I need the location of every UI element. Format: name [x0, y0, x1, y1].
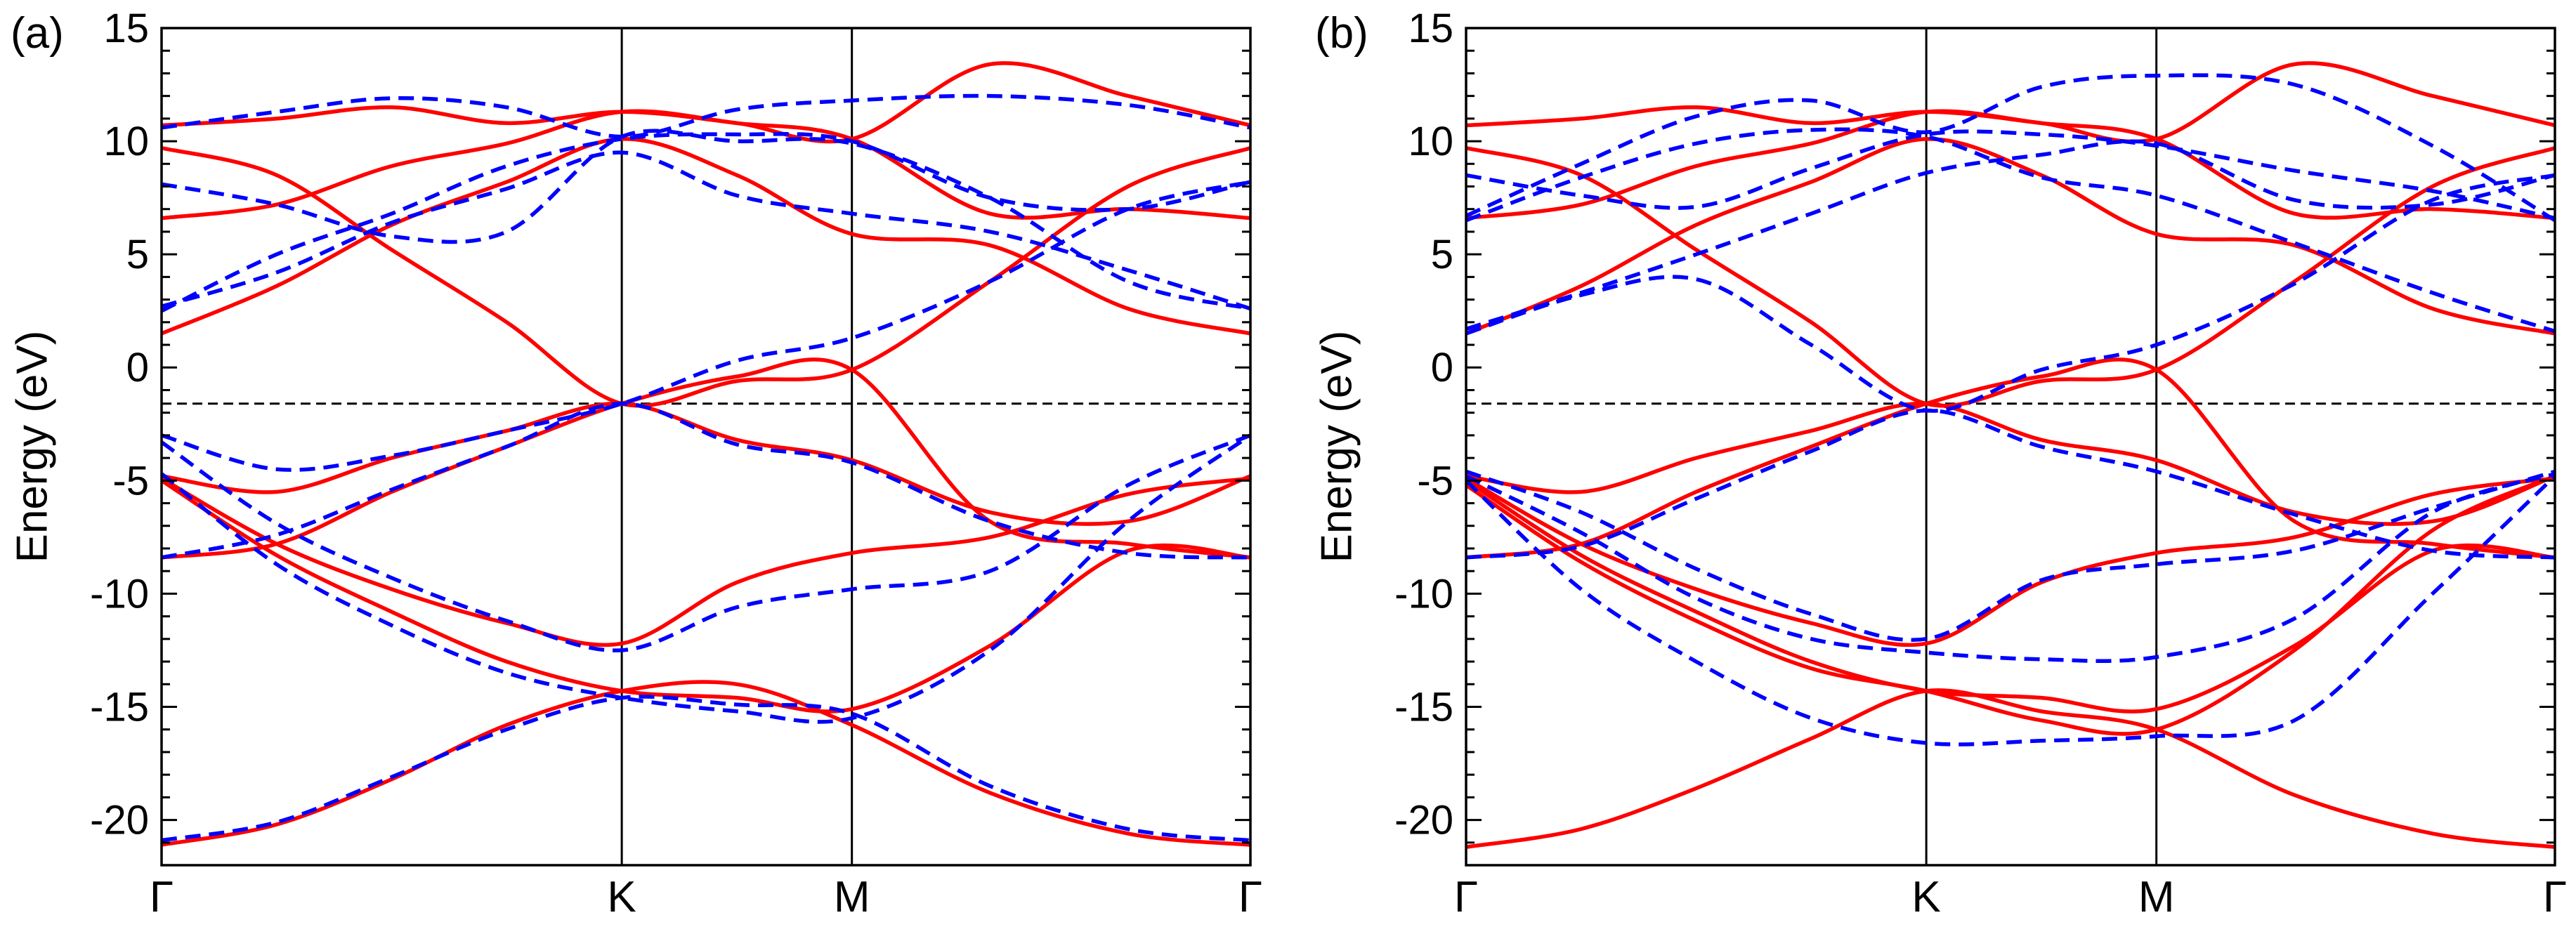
dashed-band-1: [162, 93, 1250, 139]
y-tick-label: 10: [1408, 119, 1453, 164]
y-tick-label: 15: [103, 6, 149, 51]
band-lines: [162, 61, 1250, 847]
solid-band-2: [162, 145, 1250, 408]
dashed-band-6: [1466, 469, 2555, 643]
y-axis-title: Energy (eV): [8, 331, 56, 563]
dashed-band-4: [1466, 139, 2555, 331]
dashed-band-9: [162, 695, 1250, 843]
dashed-band-8: [162, 433, 1250, 724]
kpoint-label-γ: Γ: [1238, 873, 1262, 921]
solid-band-9: [162, 680, 1250, 847]
dashed-band-5: [1466, 173, 2555, 413]
dashed-band-3: [162, 150, 1250, 311]
kpoint-label-γ: Γ: [150, 873, 174, 921]
dashed-band-5: [162, 180, 1250, 472]
dashed-band-9: [1466, 474, 2555, 747]
y-tick-label: -15: [1394, 684, 1453, 730]
solid-band-3: [162, 109, 1250, 221]
dashed-band-3: [1466, 127, 2555, 334]
kpoint-label-k: K: [1911, 873, 1940, 921]
y-tick-label: -10: [90, 571, 149, 617]
y-tick-label: -20: [1394, 798, 1453, 843]
dashed-band-2: [162, 129, 1250, 311]
y-tick-label: 0: [1431, 345, 1453, 390]
solid-band-3: [1466, 109, 2555, 221]
solid-band-2: [1466, 145, 2555, 408]
solid-band-8: [162, 478, 1250, 714]
solid-band-1: [1466, 61, 2555, 144]
solid-band-9: [1466, 474, 2555, 736]
solid-band-5: [1466, 402, 2555, 526]
y-tick-label: 0: [126, 345, 149, 390]
band-lines: [1466, 61, 2555, 849]
y-tick-label: 15: [1408, 6, 1453, 51]
solid-band-6: [162, 476, 1250, 647]
y-tick-label: 5: [1431, 232, 1453, 277]
dashed-band-7: [1466, 408, 2555, 560]
y-tick-label: -5: [112, 458, 149, 504]
dashed-band-8: [1466, 472, 2555, 664]
dashed-band-4: [162, 131, 1250, 313]
panel-label: (b): [1315, 9, 1368, 58]
solid-band-5: [162, 402, 1250, 526]
solid-band-10: [1466, 688, 2555, 849]
dashed-band-1: [1466, 73, 2555, 223]
dashed-band-7: [162, 402, 1250, 560]
solid-band-7: [162, 357, 1250, 560]
dashed-band-6: [162, 433, 1250, 652]
y-tick-label: -5: [1417, 458, 1453, 504]
y-tick-label: -20: [90, 798, 149, 843]
y-tick-label: -10: [1394, 571, 1453, 617]
solid-band-4: [1466, 137, 2555, 336]
solid-band-7: [1466, 357, 2555, 560]
kpoint-label-k: K: [607, 873, 636, 921]
y-tick-label: 10: [103, 119, 149, 164]
kpoint-label-m: M: [2138, 873, 2175, 921]
plot-frame: [160, 27, 1252, 867]
plot-frame: [1465, 27, 2556, 867]
y-tick-label: 5: [126, 232, 149, 277]
solid-band-4: [162, 137, 1250, 336]
kpoint-label-γ: Γ: [1454, 873, 1478, 921]
y-axis-title: Energy (eV): [1312, 331, 1361, 563]
kpoint-label-γ: Γ: [2543, 873, 2567, 921]
y-tick-label: -15: [90, 684, 149, 730]
panel-label: (a): [11, 9, 64, 58]
solid-band-8: [1466, 478, 2555, 714]
kpoint-label-m: M: [834, 873, 870, 921]
